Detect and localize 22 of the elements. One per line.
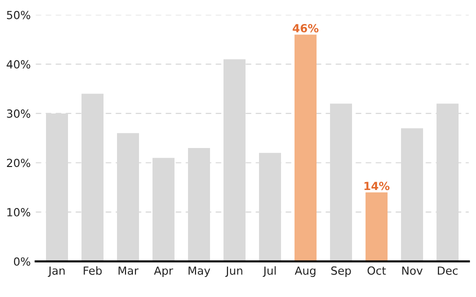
y-tick-label: 10% (7, 208, 30, 216)
y-tick-label: 30% (6, 109, 30, 118)
x-tick-label: Sep (331, 266, 351, 277)
y-tick-label: 0% (14, 257, 30, 266)
x-tick-label: Dec (438, 266, 458, 275)
x-tick-label: Nov (402, 266, 423, 275)
x-tick-label: Jun (225, 266, 242, 277)
x-tick-label: Jan (48, 266, 65, 277)
bar (294, 34, 317, 262)
y-tick-label: 40% (6, 60, 30, 69)
data-label: 46% (292, 24, 318, 32)
y-tick-label: 20% (6, 158, 30, 168)
x-tick-label: Mar (118, 266, 138, 275)
x-tick-label: Apr (154, 266, 174, 277)
y-tick-label: 50% (7, 10, 30, 20)
x-tick-label: Jul (262, 266, 276, 277)
x-tick-label: Oct (368, 266, 386, 275)
x-tick-label: Feb (84, 266, 102, 275)
x-tick-label: Aug (294, 266, 316, 277)
x-tick-label: May (188, 266, 210, 277)
data-label: 14% (364, 182, 390, 190)
bar (366, 192, 388, 262)
